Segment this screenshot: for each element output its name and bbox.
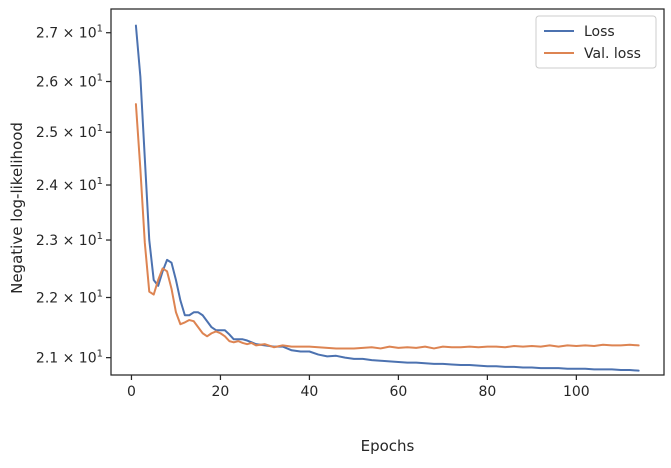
legend-label-val-loss: Val. loss xyxy=(584,46,641,62)
y-tick-label: 2.1 × 101 xyxy=(36,349,103,367)
legend: Loss Val. loss xyxy=(535,15,657,69)
x-tick-label: 60 xyxy=(389,384,407,400)
x-tick-layer: 0 20 40 60 80 100 xyxy=(127,375,590,400)
series-line-loss xyxy=(134,24,640,372)
y-tick-label: 2.3 × 101 xyxy=(36,231,103,249)
x-tick-label: 80 xyxy=(478,384,496,400)
series-layer xyxy=(134,24,640,372)
x-axis-label: Epochs xyxy=(361,437,415,455)
y-tick-label: 2.4 × 101 xyxy=(36,176,103,194)
x-tick-label: 100 xyxy=(563,384,590,400)
x-tick-label: 20 xyxy=(212,384,230,400)
plot-frame xyxy=(110,8,665,376)
y-axis-label: Negative log-likelihood xyxy=(8,122,26,294)
y-tick-label: 2.6 × 101 xyxy=(36,73,103,91)
y-tick-label: 2.7 × 101 xyxy=(36,24,103,42)
legend-label-loss: Loss xyxy=(584,24,615,40)
plot-background xyxy=(111,9,664,375)
y-tick-layer: 2.1 × 101 2.2 × 101 2.3 × 101 2.4 × 101 2.5 … xyxy=(36,24,111,367)
y-tick-label: 2.2 × 101 xyxy=(36,289,103,307)
series-line-val-loss xyxy=(134,103,640,350)
legend-box xyxy=(535,15,657,69)
x-tick-label: 40 xyxy=(301,384,319,400)
x-tick-label: 0 xyxy=(127,384,136,400)
y-tick-label: 2.5 × 101 xyxy=(36,123,103,141)
